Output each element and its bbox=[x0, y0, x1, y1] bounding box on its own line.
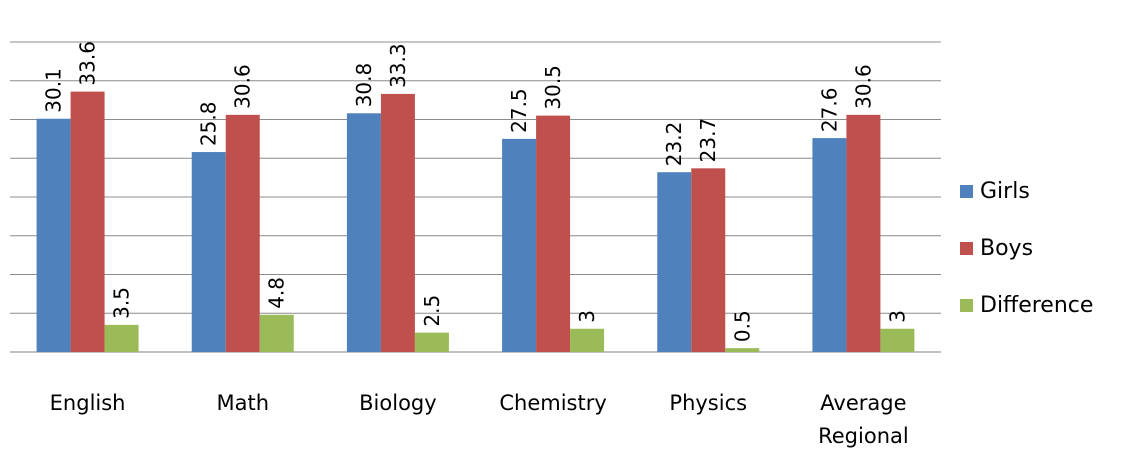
legend-item-difference: Difference bbox=[960, 293, 1093, 318]
bar-boys-english bbox=[70, 91, 105, 352]
legend: Girls Boys Difference bbox=[960, 179, 1093, 318]
bar-difference-english bbox=[104, 324, 139, 352]
data-label-boys-english: 33.6 bbox=[76, 41, 100, 86]
gridlines bbox=[10, 41, 941, 353]
data-label-girls-english: 30.1 bbox=[42, 68, 66, 113]
data-label-difference-physics: 0.5 bbox=[730, 310, 754, 342]
bar-girls-chemistry bbox=[502, 138, 537, 352]
bar-boys-chemistry bbox=[536, 115, 571, 352]
category-label-average-regional: Average Regional bbox=[818, 391, 909, 448]
legend-label-difference: Difference bbox=[980, 293, 1093, 318]
bar-girls-average-regional bbox=[812, 138, 847, 352]
category-label-chemistry: Chemistry bbox=[499, 391, 606, 415]
category-label-biology: Biology bbox=[359, 391, 437, 415]
bar-difference-math bbox=[259, 314, 294, 352]
bar-difference-chemistry bbox=[570, 328, 605, 352]
bar-girls-physics bbox=[657, 172, 692, 352]
data-label-boys-biology: 33.3 bbox=[386, 43, 410, 88]
data-label-girls-biology: 30.8 bbox=[352, 63, 376, 108]
category-label-math: Math bbox=[216, 391, 269, 415]
data-label-girls-chemistry: 27.5 bbox=[507, 88, 531, 133]
bar-difference-average-regional bbox=[880, 328, 915, 352]
bar-girls-biology bbox=[346, 113, 381, 352]
data-label-difference-math: 4.8 bbox=[265, 277, 289, 309]
legend-swatch-boys bbox=[960, 242, 973, 255]
data-label-girls-physics: 23.2 bbox=[662, 122, 686, 167]
data-label-difference-biology: 2.5 bbox=[420, 295, 444, 327]
data-labels: 30.133.63.525.830.64.830.8 33.32.527.530.… bbox=[42, 41, 910, 342]
legend-swatch-girls bbox=[960, 185, 973, 198]
legend-item-girls: Girls bbox=[960, 179, 1030, 204]
data-label-girls-math: 25.8 bbox=[197, 102, 221, 147]
data-label-difference-chemistry: 3 bbox=[575, 310, 599, 323]
data-label-boys-chemistry: 30.5 bbox=[541, 65, 565, 110]
bar-girls-math bbox=[191, 152, 226, 352]
bar-boys-math bbox=[225, 114, 260, 352]
data-label-boys-physics: 23.7 bbox=[696, 118, 720, 163]
legend-label-girls: Girls bbox=[980, 179, 1030, 204]
legend-item-boys: Boys bbox=[960, 236, 1033, 261]
data-label-boys-average-regional: 30.6 bbox=[851, 64, 875, 109]
bar-boys-average-regional bbox=[846, 114, 881, 352]
category-label-english: English bbox=[50, 391, 126, 415]
data-label-boys-math: 30.6 bbox=[231, 64, 255, 109]
bars bbox=[36, 91, 915, 353]
bar-boys-biology bbox=[380, 93, 415, 353]
data-label-girls-average-regional: 27.6 bbox=[817, 88, 841, 133]
category-labels: English Math Biology Chemistry Physics Averag… bbox=[50, 391, 909, 448]
legend-swatch-difference bbox=[960, 299, 973, 312]
bar-girls-english bbox=[36, 118, 71, 352]
legend-label-boys: Boys bbox=[980, 236, 1033, 261]
category-label-physics: Physics bbox=[669, 391, 747, 415]
bar-boys-physics bbox=[691, 168, 726, 352]
bar-difference-physics bbox=[725, 348, 760, 352]
data-label-difference-english: 3.5 bbox=[110, 287, 134, 319]
bar-difference-biology bbox=[414, 332, 449, 352]
data-label-difference-average-regional: 3 bbox=[885, 310, 909, 323]
